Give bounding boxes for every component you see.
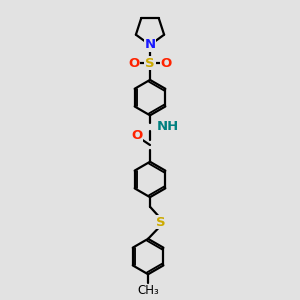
Text: S: S — [145, 57, 155, 70]
Text: O: O — [128, 57, 139, 70]
Text: O: O — [131, 129, 142, 142]
Text: O: O — [161, 57, 172, 70]
Text: CH₃: CH₃ — [137, 284, 159, 297]
Text: N: N — [144, 38, 156, 52]
Text: NH: NH — [157, 120, 179, 133]
Text: S: S — [156, 216, 165, 229]
